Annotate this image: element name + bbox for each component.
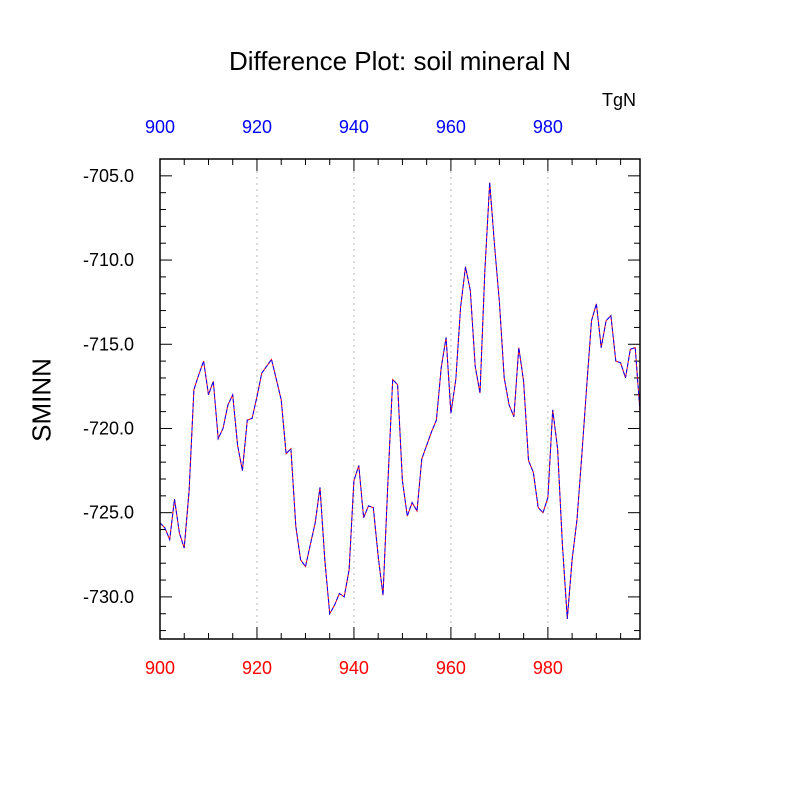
units-label: TgN <box>602 90 637 110</box>
x-tick-label-bottom: 900 <box>145 658 175 678</box>
series-line-red <box>159 182 641 619</box>
y-tick-label: -725.0 <box>83 503 134 523</box>
chart-title: Difference Plot: soil mineral N <box>229 46 571 76</box>
x-tick-label-top: 920 <box>242 117 272 137</box>
x-tick-label-top: 900 <box>145 117 175 137</box>
y-tick-label: -705.0 <box>83 166 134 186</box>
x-tick-label-top: 940 <box>339 117 369 137</box>
x-tick-label-top: 960 <box>436 117 466 137</box>
tick-labels: 900 900 920 920 940 940 960 960 980 980 -705.0 -710… <box>83 117 563 678</box>
y-tick-label: -715.0 <box>83 334 134 354</box>
y-tick-label: -710.0 <box>83 250 134 270</box>
grid-lines <box>256 159 549 639</box>
series-lines <box>159 182 641 619</box>
axis-ticks <box>159 159 640 639</box>
x-tick-label-top: 980 <box>533 117 563 137</box>
x-tick-label-bottom: 940 <box>339 658 369 678</box>
series-line-blue <box>159 182 641 619</box>
x-tick-label-bottom: 980 <box>533 658 563 678</box>
y-tick-label: -730.0 <box>83 587 134 607</box>
x-tick-label-bottom: 960 <box>436 658 466 678</box>
y-tick-label: -720.0 <box>83 418 134 438</box>
x-tick-label-bottom: 920 <box>242 658 272 678</box>
plot-frame <box>159 158 641 640</box>
